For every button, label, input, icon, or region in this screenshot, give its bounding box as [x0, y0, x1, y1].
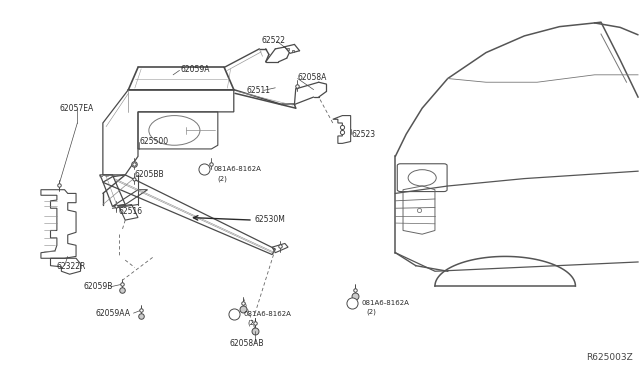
Text: R625003Z: R625003Z	[586, 353, 633, 362]
Text: (2): (2)	[248, 320, 258, 326]
Text: 081A6-8162A: 081A6-8162A	[362, 300, 410, 306]
Text: 62522: 62522	[261, 36, 285, 45]
Text: 62516: 62516	[119, 207, 143, 216]
Text: 6205BB: 6205BB	[135, 170, 164, 179]
Text: B: B	[232, 311, 236, 316]
Text: 62059B: 62059B	[84, 282, 113, 291]
Text: 625500: 625500	[140, 137, 169, 146]
Text: 62530M: 62530M	[255, 215, 285, 224]
Text: 62058AB: 62058AB	[229, 339, 264, 348]
Text: 62058A: 62058A	[298, 73, 327, 82]
Text: 62057EA: 62057EA	[60, 104, 93, 113]
Text: B: B	[350, 300, 354, 305]
Text: 62322R: 62322R	[57, 262, 86, 271]
Text: 62059AA: 62059AA	[95, 310, 130, 318]
Text: (2): (2)	[218, 175, 228, 182]
Text: 62059A: 62059A	[180, 65, 211, 74]
Text: 62511: 62511	[246, 86, 271, 95]
Text: (2): (2)	[366, 309, 376, 315]
Text: 62523: 62523	[352, 130, 376, 140]
Text: 081A6-8162A: 081A6-8162A	[243, 311, 291, 317]
Text: B: B	[202, 167, 206, 172]
Text: 081A6-8162A: 081A6-8162A	[213, 166, 261, 172]
